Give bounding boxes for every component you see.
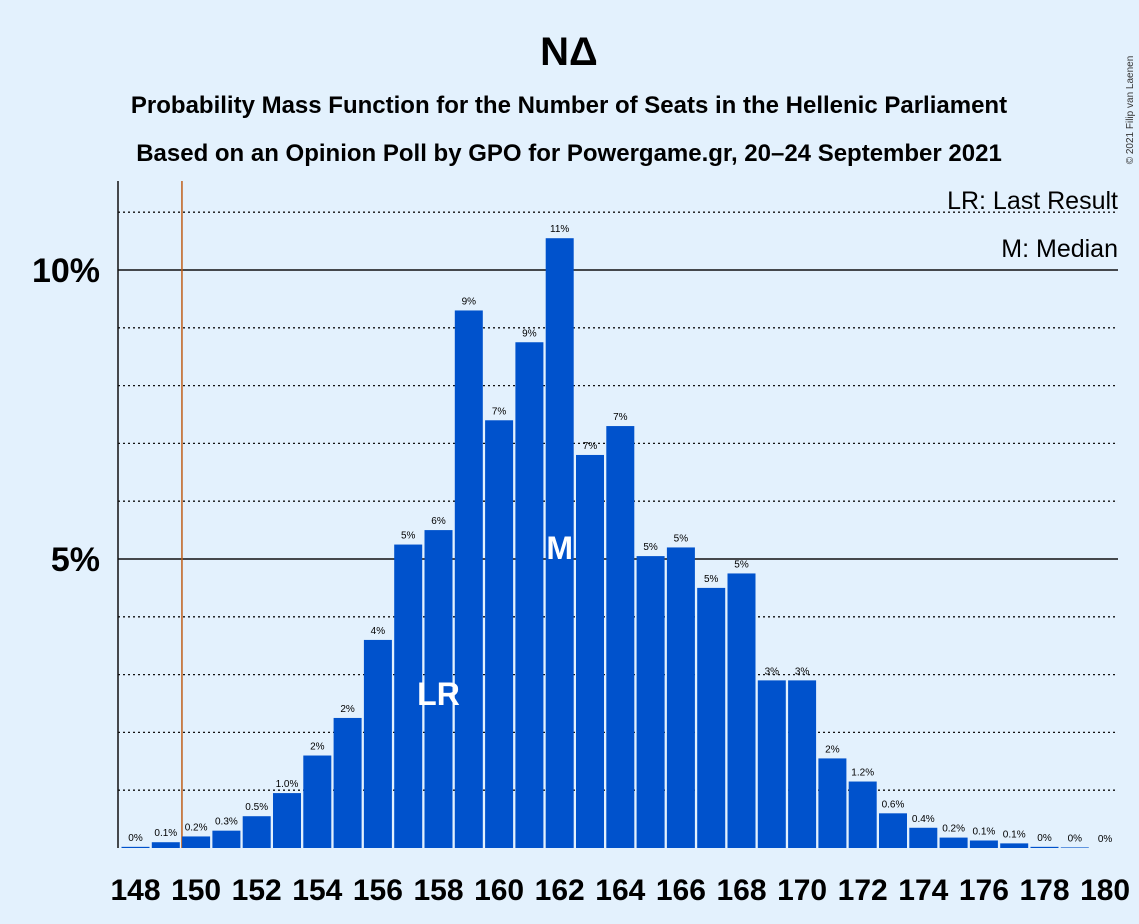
data-label: 5% [704, 574, 719, 585]
x-tick-label: 166 [656, 874, 706, 907]
data-label: 9% [462, 296, 477, 307]
data-label: 0.2% [942, 824, 965, 835]
bar [818, 758, 847, 848]
data-label: 0.1% [973, 826, 996, 837]
data-label: 2% [825, 744, 840, 755]
data-label: 7% [613, 412, 628, 423]
data-label: 0% [1068, 833, 1083, 844]
bar [454, 310, 483, 849]
chart-title: ΝΔ [540, 30, 598, 74]
bar [182, 836, 211, 848]
data-label: 5% [734, 559, 749, 570]
bar [363, 639, 392, 848]
x-tick-label: 162 [535, 874, 585, 907]
data-label: 6% [431, 516, 446, 527]
y-tick-label: 10% [32, 252, 100, 290]
data-label: 5% [401, 531, 416, 542]
bar [303, 755, 332, 848]
bar [727, 573, 756, 848]
bars [121, 238, 1089, 849]
bar [273, 793, 301, 848]
markers: LR M [417, 530, 573, 712]
data-label: 0% [1037, 833, 1052, 844]
x-tick-labels: 148 150 152 154 156 158 160 162 164 166 168 170 172 1… [110, 874, 1130, 907]
x-tick-label: 174 [898, 874, 948, 907]
data-label: 0.3% [215, 817, 238, 828]
bar [576, 454, 604, 848]
x-tick-label: 170 [777, 874, 827, 907]
bar [757, 680, 786, 848]
bar [788, 680, 817, 848]
last-result-marker: LR [417, 676, 460, 712]
x-tick-label: 148 [110, 874, 160, 907]
bar [545, 238, 574, 848]
x-tick-label: 150 [171, 874, 221, 907]
x-tick-label: 178 [1019, 874, 1069, 907]
bar [909, 827, 938, 848]
bar [636, 556, 665, 848]
data-label: 11% [550, 224, 569, 235]
x-tick-label: 180 [1080, 874, 1130, 907]
bar [969, 840, 998, 848]
data-label: 1.0% [276, 779, 299, 790]
data-label: 0.5% [245, 802, 268, 813]
data-label: 0% [1098, 834, 1113, 845]
bar [121, 846, 150, 848]
bar [485, 420, 514, 848]
median-marker: M [546, 530, 573, 566]
y-tick-label: 5% [51, 541, 100, 579]
data-label: 0% [128, 833, 143, 844]
bar [939, 837, 968, 848]
data-label: 0.1% [154, 828, 177, 839]
x-tick-label: 164 [595, 874, 645, 907]
data-label: 2% [310, 742, 325, 753]
bar [697, 587, 726, 848]
x-tick-label: 172 [838, 874, 888, 907]
data-label: 2% [340, 704, 355, 715]
bar [394, 544, 423, 848]
bar [212, 830, 241, 848]
bar [333, 717, 362, 848]
data-label: 5% [674, 533, 689, 544]
legend-last-result: LR: Last Result [947, 187, 1118, 215]
data-label: 0.6% [882, 799, 905, 810]
bar [666, 547, 695, 848]
y-tick-labels: 5% 10% [32, 252, 100, 579]
data-label: 0.2% [185, 822, 208, 833]
data-label: 0.1% [1003, 829, 1026, 840]
bar [151, 842, 180, 848]
bar [515, 342, 544, 848]
data-label: 1.2% [851, 768, 874, 779]
x-tick-label: 154 [292, 874, 342, 907]
bar [879, 813, 907, 848]
x-tick-label: 168 [716, 874, 766, 907]
data-label: 0.4% [912, 814, 935, 825]
data-labels: 0% 0.1% 0.2% 0.3% 0.5% 1.0% 2% 2% 4% 5% 6% 9% 7% 9% 11… [128, 224, 1112, 845]
bar [424, 530, 453, 848]
data-label: 3% [795, 666, 810, 677]
x-tick-label: 160 [474, 874, 524, 907]
bar [1060, 847, 1089, 848]
data-label: 3% [765, 666, 780, 677]
x-tick-label: 156 [353, 874, 403, 907]
chart-subtitle-2: Based on an Opinion Poll by GPO for Powe… [136, 140, 1002, 167]
bar [242, 816, 271, 848]
x-tick-label: 176 [959, 874, 1009, 907]
copyright-text: © 2021 Filip van Laenen [1125, 56, 1136, 165]
bar [848, 781, 877, 848]
data-label: 4% [371, 626, 386, 637]
bar [606, 426, 635, 848]
bar [1030, 846, 1059, 848]
data-label: 9% [522, 328, 537, 339]
x-tick-label: 158 [413, 874, 463, 907]
data-label: 7% [583, 441, 598, 452]
x-tick-label: 152 [232, 874, 282, 907]
bar [1000, 843, 1029, 848]
data-label: 5% [643, 542, 658, 553]
legend-median: M: Median [1001, 235, 1118, 263]
chart-subtitle: Probability Mass Function for the Number… [131, 92, 1007, 119]
data-label: 7% [492, 406, 507, 417]
